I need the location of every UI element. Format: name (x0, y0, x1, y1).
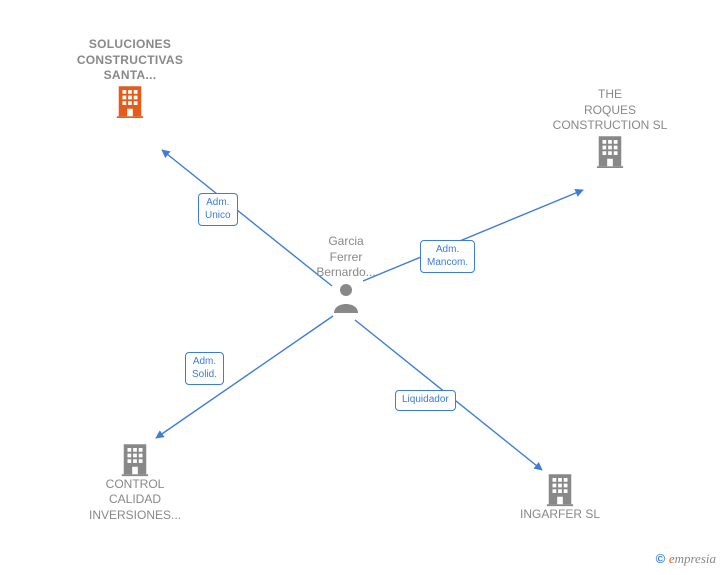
center-person-label: Garcia Ferrer Bernardo... (306, 234, 386, 281)
diagram-stage: Garcia Ferrer Bernardo... SOLUCIONES CON… (0, 0, 728, 575)
company-node-company-ne[interactable]: THE ROQUES CONSTRUCTION SL (540, 87, 680, 168)
building-icon (65, 442, 205, 477)
company-label: SOLUCIONES CONSTRUCTIVAS SANTA... (60, 37, 200, 84)
building-icon (540, 134, 680, 169)
edge-role-badge: Adm. Solid. (185, 352, 224, 385)
building-icon (60, 84, 200, 119)
company-node-company-sw[interactable]: CONTROL CALIDAD INVERSIONES... (65, 442, 205, 523)
edge-role-badge: Liquidador (395, 390, 456, 411)
company-node-company-nw[interactable]: SOLUCIONES CONSTRUCTIVAS SANTA... (60, 37, 200, 118)
edge-role-badge: Adm. Mancom. (420, 240, 475, 273)
company-node-company-se[interactable]: INGARFER SL (490, 472, 630, 522)
copyright-symbol: © (656, 551, 666, 566)
edge-role-badge: Adm. Unico (198, 193, 238, 226)
footer-attribution: © empresia (656, 551, 716, 567)
company-label: INGARFER SL (490, 507, 630, 523)
company-label: THE ROQUES CONSTRUCTION SL (540, 87, 680, 134)
center-person-node[interactable]: Garcia Ferrer Bernardo... (306, 234, 386, 313)
person-icon (306, 281, 386, 313)
brand-rest: mpresia (675, 551, 716, 566)
edge-line (156, 316, 333, 438)
building-icon (490, 472, 630, 507)
company-label: CONTROL CALIDAD INVERSIONES... (65, 477, 205, 524)
